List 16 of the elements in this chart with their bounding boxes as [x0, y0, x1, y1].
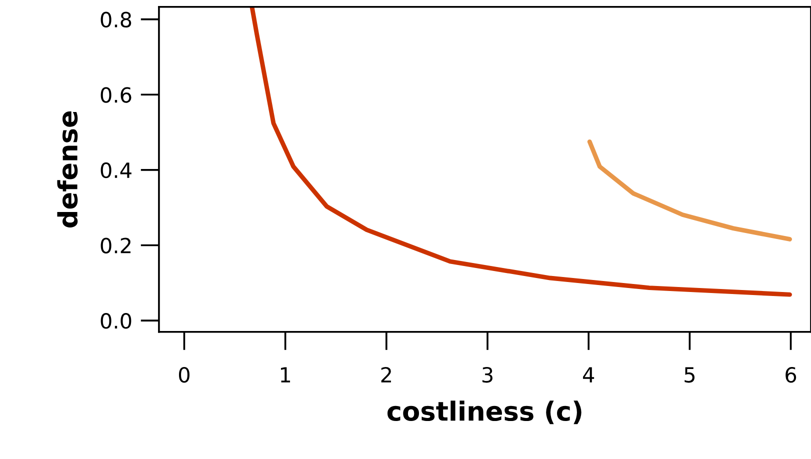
line-series [250, 6, 792, 297]
line-series [587, 139, 792, 242]
x-tick-label: 1 [280, 367, 290, 382]
x-tick-label: 6 [786, 366, 796, 383]
x-tick-label: 4 [582, 367, 594, 382]
x-tick-label: 2 [381, 366, 391, 382]
y-tick-label: 0.0 [100, 313, 132, 329]
y-tick-label: 0.8 [100, 12, 132, 28]
x-tick-label: 0 [178, 366, 190, 383]
x-tick-label: 3 [482, 366, 492, 383]
y-axis-title: defense [57, 111, 78, 228]
y-tick-label: 0.4 [100, 162, 132, 178]
x-tick-label: 5 [684, 367, 694, 383]
y-tick-label: 0.2 [100, 238, 130, 254]
y-tick-label: 0.6 [100, 87, 132, 103]
x-axis-title: costliness (c) [387, 400, 582, 424]
